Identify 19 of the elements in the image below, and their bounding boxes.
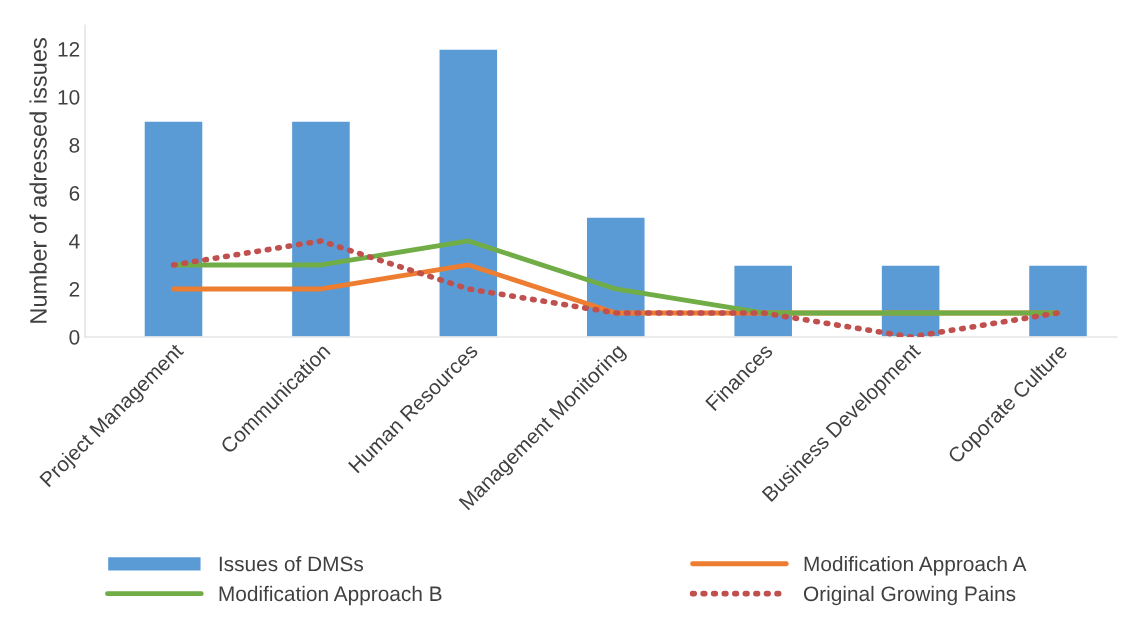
y-tick-label: 8 [69, 137, 80, 153]
bar [143, 120, 204, 337]
legend-label: Issues of DMSs [219, 556, 364, 572]
y-tick-label: 0 [69, 329, 80, 345]
bar [290, 120, 352, 337]
y-tick-label: 4 [69, 234, 80, 249]
y-tick-label: 2 [69, 281, 80, 297]
y-tick-label: 6 [69, 185, 80, 201]
bar [880, 264, 941, 337]
y-axis-title: Number of adressed issues [29, 38, 47, 323]
bar [733, 264, 794, 337]
bar [585, 216, 646, 337]
y-tick-label: 10 [58, 89, 80, 105]
bar [1027, 264, 1089, 337]
legend-label: Original Growing Pains [803, 585, 1016, 606]
legend-label: Modification Approach B [219, 585, 442, 606]
bar [438, 48, 499, 337]
legend-label: Modification Approach A [804, 555, 1027, 576]
y-tick-label: 12 [58, 41, 80, 57]
